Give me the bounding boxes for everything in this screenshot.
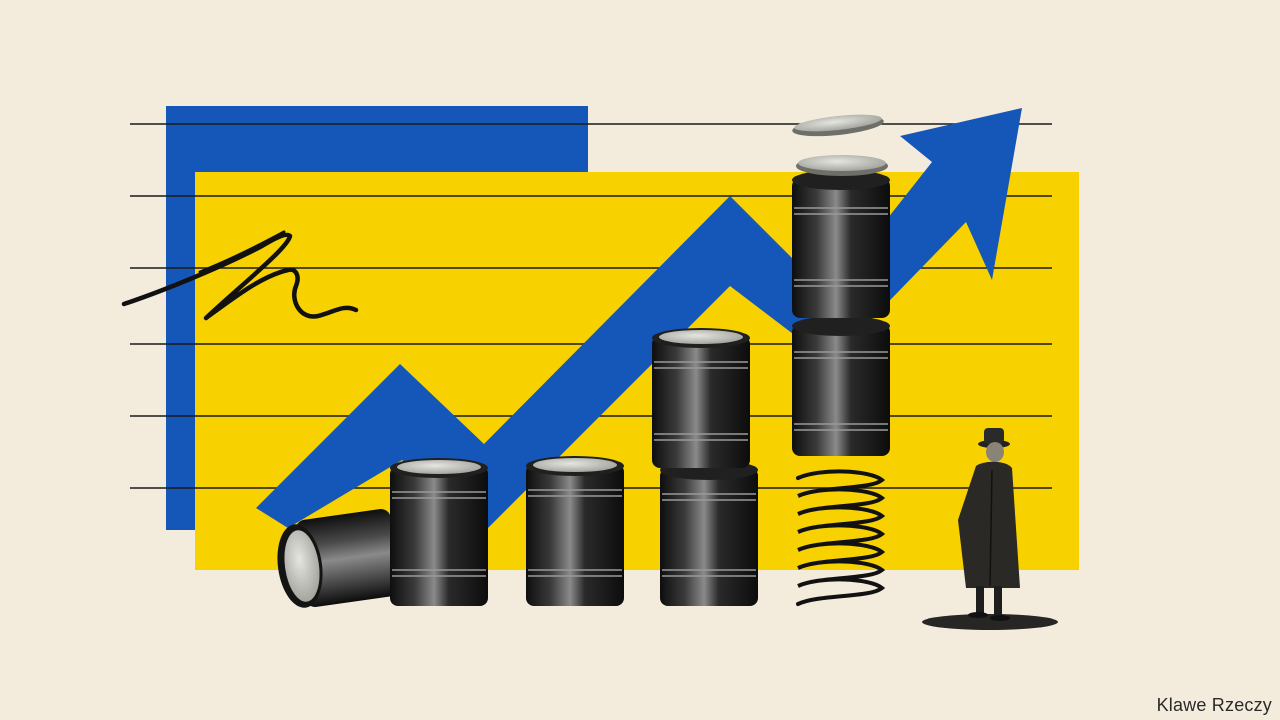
scribble-icon <box>198 230 286 274</box>
oil-barrel-icon <box>660 460 758 606</box>
spring-icon <box>796 469 886 606</box>
oil-barrel-icon <box>792 316 890 456</box>
oil-barrel-icon <box>390 458 488 606</box>
oil-barrel-icon <box>652 328 750 468</box>
coin-icon <box>792 114 884 137</box>
oil-barrel-icon <box>526 456 624 606</box>
oil-barrel-icon <box>277 509 401 608</box>
man-in-coat-icon <box>922 428 1058 630</box>
oil-barrel-icon <box>792 170 890 318</box>
image-credit: Klawe Rzeczy <box>1156 695 1272 715</box>
coin-icon <box>796 155 888 176</box>
rising-arrow-icon <box>256 108 1022 530</box>
scribble-icon <box>121 232 359 321</box>
blue-panel-icon <box>166 106 588 530</box>
